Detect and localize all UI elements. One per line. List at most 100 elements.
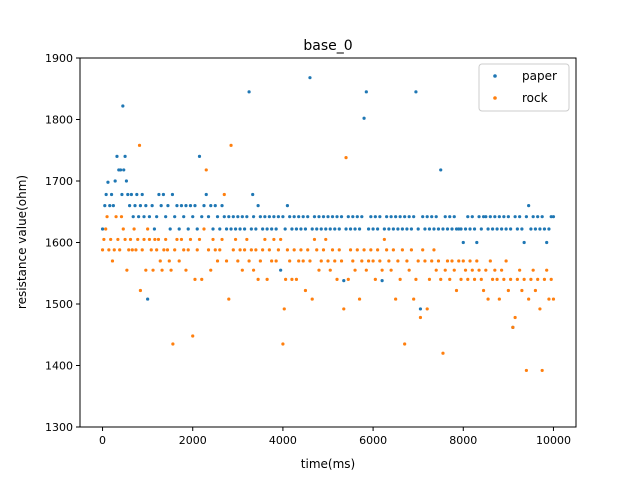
data-point-rock	[193, 277, 197, 281]
data-point-rock	[452, 268, 456, 272]
data-point-rock	[177, 259, 181, 263]
data-point-paper	[342, 279, 346, 283]
data-point-rock	[144, 268, 148, 272]
data-point-paper	[348, 227, 353, 231]
data-point-paper	[144, 204, 148, 208]
data-point-rock	[459, 277, 463, 281]
data-point-paper	[432, 227, 436, 231]
data-point-rock	[245, 237, 249, 242]
data-point-rock	[421, 248, 425, 252]
data-point-rock	[448, 277, 452, 281]
data-point-paper	[475, 240, 479, 245]
data-point-paper	[459, 227, 463, 231]
data-point-paper	[315, 227, 319, 231]
data-point-paper	[389, 215, 393, 219]
data-point-rock	[337, 248, 341, 252]
data-point-paper	[520, 227, 524, 231]
data-point-paper	[346, 215, 350, 219]
data-point-rock	[290, 277, 294, 281]
data-point-rock	[423, 259, 427, 263]
data-point-paper	[283, 227, 287, 231]
data-point-paper	[330, 215, 335, 219]
data-point-rock	[362, 248, 366, 252]
data-point-rock	[116, 237, 120, 242]
data-point-paper	[418, 307, 423, 311]
data-point-rock	[522, 277, 526, 281]
data-point-paper	[108, 204, 112, 208]
data-point-rock	[151, 268, 155, 272]
data-point-rock	[357, 297, 362, 301]
data-point-paper	[414, 90, 418, 94]
data-point-paper	[272, 215, 276, 219]
data-point-paper	[270, 227, 274, 231]
data-point-rock	[463, 268, 468, 272]
data-point-rock	[371, 259, 375, 263]
data-point-paper	[488, 215, 492, 219]
data-point-rock	[551, 297, 556, 301]
data-point-paper	[529, 227, 533, 231]
y-tick-label: 1600	[45, 237, 73, 250]
data-point-rock	[247, 259, 251, 263]
data-point-paper	[122, 168, 126, 172]
data-point-rock	[202, 227, 206, 231]
data-point-paper	[490, 227, 495, 231]
data-point-paper	[236, 215, 240, 219]
data-point-paper	[274, 227, 278, 231]
data-point-paper	[495, 227, 499, 231]
data-point-paper	[355, 215, 359, 219]
data-point-rock	[488, 259, 492, 263]
data-point-paper	[245, 215, 249, 219]
data-point-paper	[339, 215, 344, 219]
data-point-rock	[162, 248, 166, 252]
data-point-paper	[463, 227, 468, 231]
data-point-paper	[115, 154, 119, 158]
data-point-paper	[211, 227, 215, 231]
data-point-paper	[441, 227, 445, 231]
data-point-rock	[301, 259, 305, 263]
data-point-rock	[229, 143, 233, 147]
data-point-paper	[186, 227, 190, 231]
data-point-rock	[285, 248, 290, 252]
data-point-paper	[518, 215, 522, 219]
data-point-paper	[294, 227, 299, 231]
data-point-paper	[157, 192, 161, 197]
data-point-rock	[147, 237, 152, 242]
data-point-rock	[405, 259, 409, 263]
data-point-paper	[152, 227, 156, 231]
data-point-rock	[256, 277, 260, 281]
data-point-paper	[103, 204, 107, 208]
data-point-rock	[326, 259, 330, 263]
data-point-rock	[348, 248, 353, 252]
data-point-rock	[407, 268, 411, 272]
data-point-rock	[308, 259, 312, 263]
data-point-rock	[276, 248, 280, 252]
data-point-rock	[432, 248, 436, 252]
data-point-paper	[121, 104, 125, 108]
data-point-paper	[369, 215, 373, 219]
data-point-rock	[240, 268, 244, 272]
data-point-rock	[292, 248, 296, 252]
data-point-paper	[416, 227, 420, 231]
data-point-paper	[522, 240, 526, 245]
data-point-paper	[385, 215, 389, 219]
data-point-paper	[509, 227, 513, 231]
data-point-paper	[425, 215, 429, 219]
data-point-rock	[450, 259, 454, 263]
data-point-paper	[430, 215, 434, 219]
y-tick-label: 1500	[45, 298, 73, 311]
data-point-rock	[531, 268, 535, 272]
data-point-paper	[155, 215, 159, 219]
data-point-paper	[538, 227, 542, 231]
data-point-rock	[394, 297, 398, 301]
data-point-rock	[184, 268, 188, 272]
data-point-paper	[137, 215, 141, 219]
data-point-paper	[542, 227, 547, 231]
data-point-rock	[520, 288, 524, 293]
data-point-rock	[542, 277, 547, 281]
data-point-rock	[380, 268, 384, 272]
data-point-rock	[188, 237, 193, 242]
data-point-paper	[301, 215, 305, 219]
data-point-paper	[173, 215, 177, 219]
data-point-rock	[400, 248, 404, 252]
